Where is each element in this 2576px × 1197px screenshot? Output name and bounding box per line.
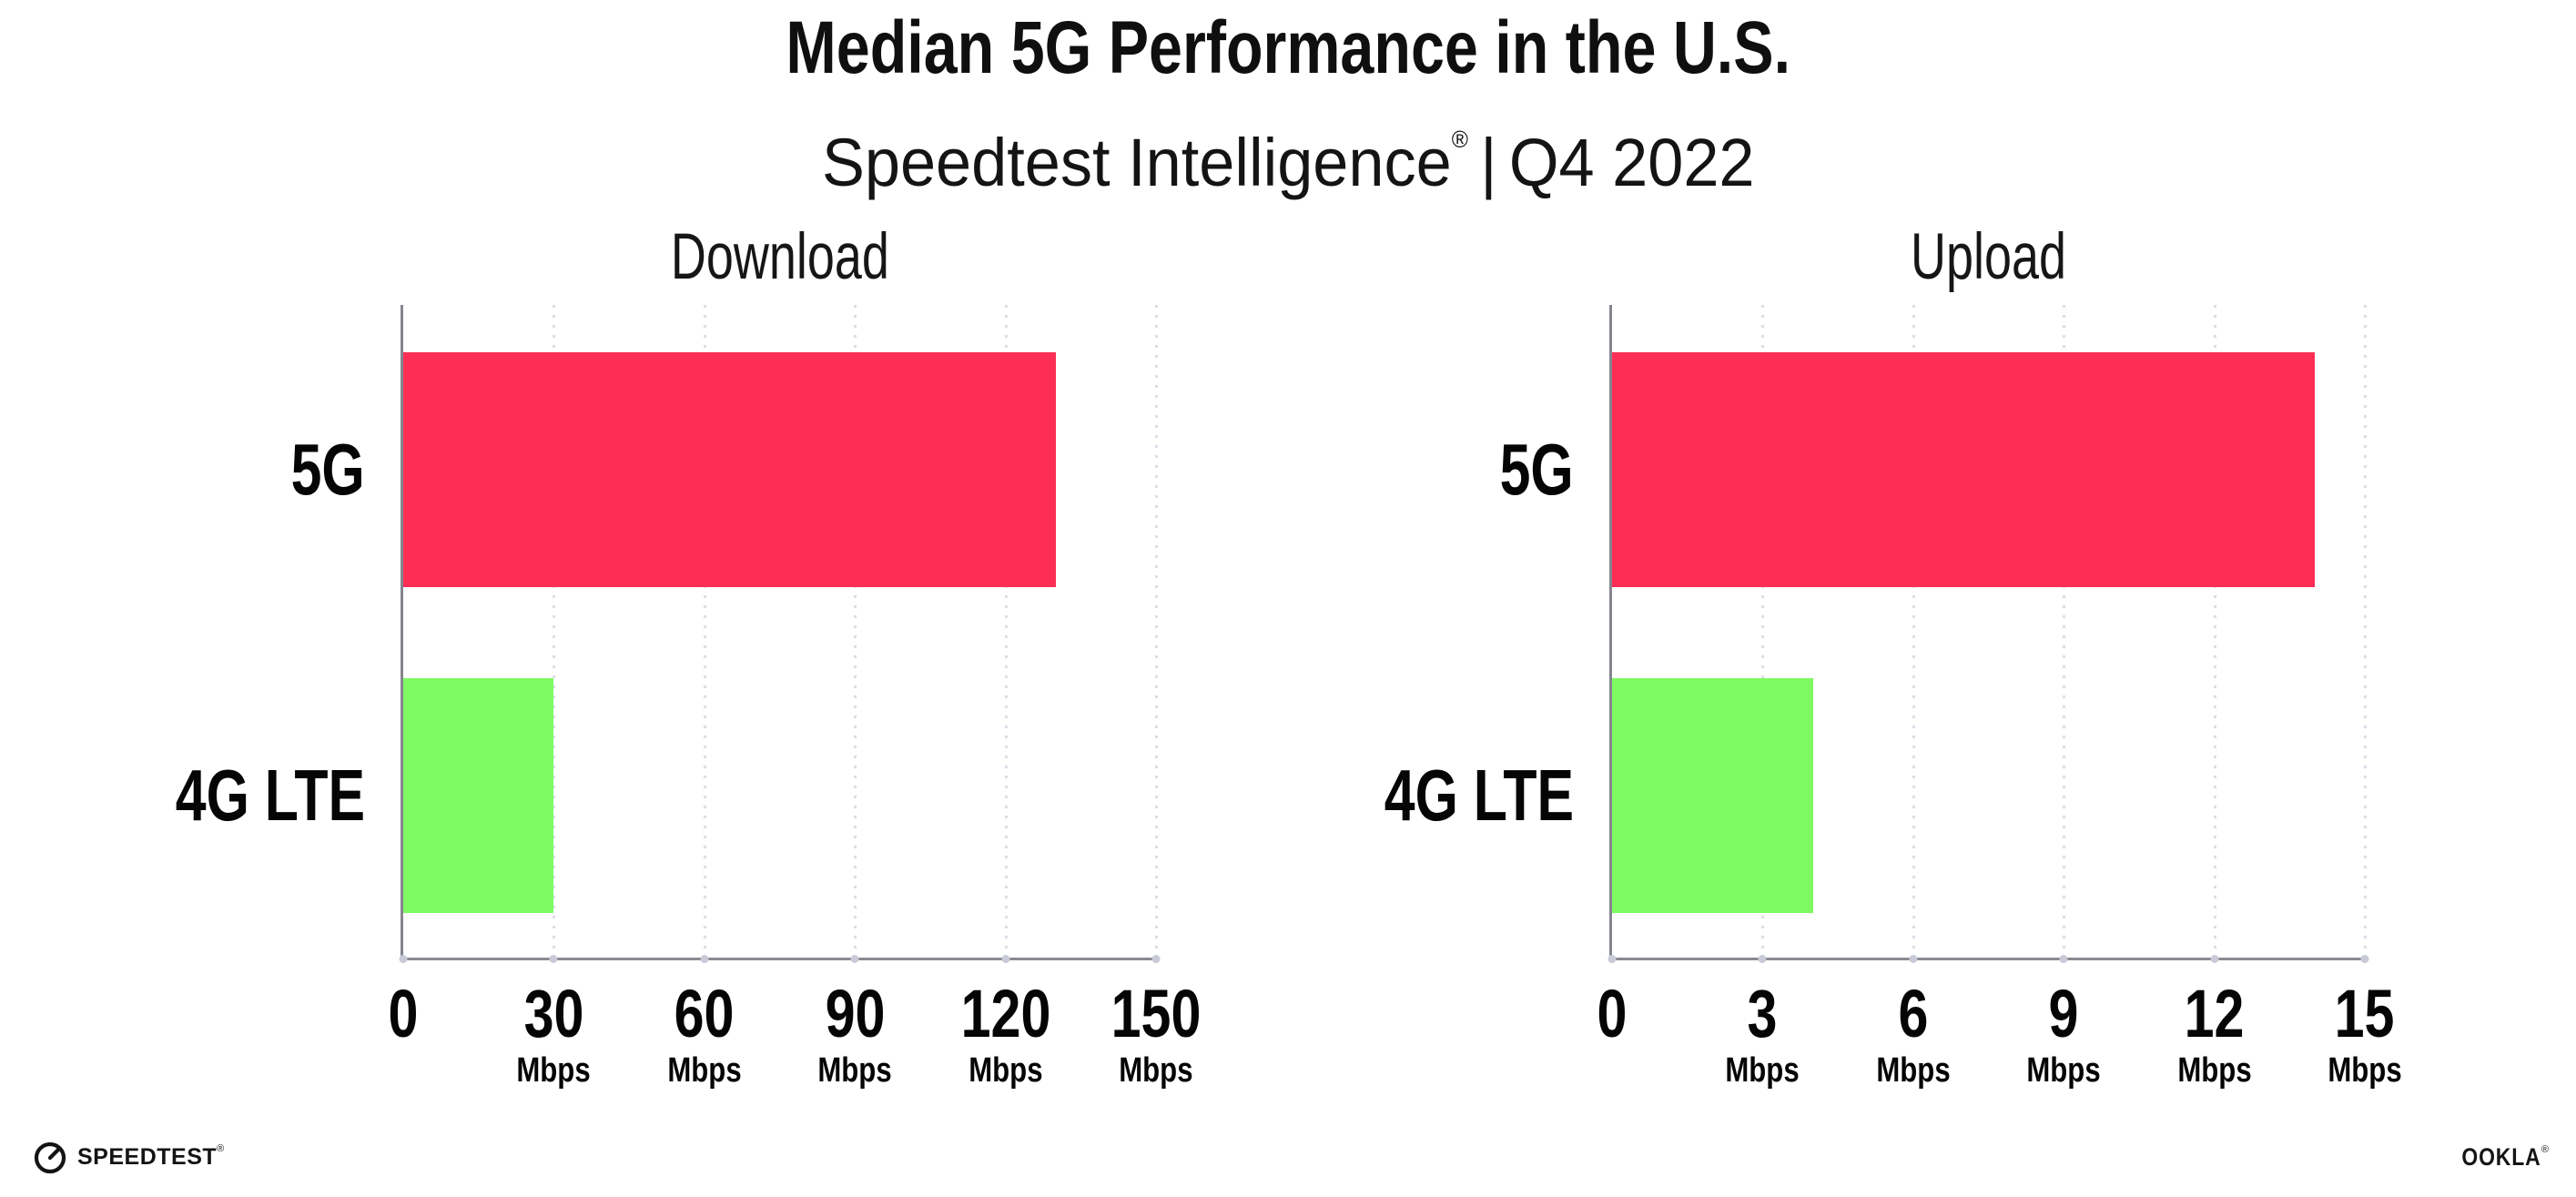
- bar-4g-lte: [1612, 678, 1813, 914]
- axis-tick-dot-120: [1001, 955, 1010, 963]
- upload-plot: 0 3 Mbps 6 Mbps 9 Mbps 12 Mbps 15 Mbps 5G 4G LTE: [1384, 305, 2402, 1090]
- x-tick-unit-90: Mbps: [817, 1051, 892, 1090]
- x-tick-3: 3 Mbps: [1718, 979, 1808, 1090]
- x-tick-unit-15: Mbps: [2328, 1051, 2402, 1090]
- page-subtitle: Speedtest Intelligence® | Q4 2022: [0, 102, 2576, 200]
- gridline-120: [1004, 305, 1008, 958]
- category-label-4g-lte: 4G LTE: [175, 755, 365, 837]
- x-tick-unit-9: Mbps: [2026, 1051, 2101, 1090]
- gridline-60: [703, 305, 706, 958]
- x-tick-unit-150: Mbps: [1119, 1051, 1193, 1090]
- category-label-5g: 5G: [290, 429, 365, 511]
- axis-tick-dot-6: [1909, 955, 1918, 963]
- download-chart-title: Download: [670, 221, 889, 293]
- category-label-4g-lte: 4G LTE: [1384, 755, 1574, 837]
- ookla-registered-icon: ®: [2541, 1144, 2549, 1155]
- x-tick-value-9: 9: [2048, 976, 2079, 1051]
- gridline-12: [2213, 305, 2216, 958]
- x-tick-unit-6: Mbps: [1876, 1051, 1951, 1090]
- gridline-9: [2063, 305, 2066, 958]
- x-tick-9: 9 Mbps: [2019, 979, 2109, 1090]
- x-tick-value-3: 3: [1747, 976, 1778, 1051]
- x-tick-unit-12: Mbps: [2176, 1051, 2252, 1090]
- gridline-90: [854, 305, 857, 958]
- page-title: Median 5G Performance in the U.S.: [0, 9, 2576, 87]
- gridline-30: [553, 305, 556, 958]
- x-tick-0: 0: [384, 979, 421, 1049]
- axis-tick-dot-60: [700, 955, 709, 963]
- page-title-text: Median 5G Performance in the U.S.: [786, 6, 1790, 89]
- speedtest-trademark-icon: ®: [217, 1143, 225, 1154]
- x-tick-value-30: 30: [523, 976, 584, 1051]
- axis-tick-dot-30: [549, 955, 558, 963]
- x-tick-value-12: 12: [2184, 976, 2245, 1051]
- axis-tick-dot-90: [850, 955, 859, 963]
- subtitle-period: Q4 2022: [1508, 125, 1755, 200]
- gridline-3: [1761, 305, 1765, 958]
- x-tick-value-60: 60: [674, 976, 735, 1051]
- speedtest-gauge-icon: [34, 1141, 66, 1174]
- x-tick-150: 150 Mbps: [1100, 979, 1212, 1090]
- x-tick-unit-120: Mbps: [968, 1051, 1043, 1090]
- x-tick-value-0: 0: [1597, 976, 1628, 1051]
- x-tick-60: 60 Mbps: [659, 979, 749, 1090]
- x-tick-30: 30 Mbps: [509, 979, 599, 1090]
- x-tick-value-90: 90: [825, 976, 886, 1051]
- speedtest-logo: SPEEDTEST®: [32, 1139, 224, 1175]
- bar-5g: [403, 351, 1056, 588]
- x-tick-unit-3: Mbps: [1725, 1051, 1800, 1090]
- x-tick-120: 120 Mbps: [949, 979, 1061, 1090]
- ookla-wordmark: OOKLA: [2461, 1143, 2541, 1171]
- axis-tick-dot-0: [1607, 955, 1617, 963]
- gridline-6: [1912, 305, 1915, 958]
- axis-tick-dot-0: [399, 955, 408, 963]
- download-plot: 0 30 Mbps 60 Mbps 90 Mbps 120 Mbps 150 Mbps 5G 4G LT…: [176, 305, 1201, 1090]
- upload-chart-title: Upload: [1911, 221, 2066, 293]
- speedtest-wordmark: SPEEDTEST: [77, 1144, 218, 1170]
- upload-x-axis: [1609, 958, 2365, 960]
- x-tick-12: 12 Mbps: [2169, 979, 2259, 1090]
- axis-tick-dot-3: [1758, 955, 1767, 963]
- x-tick-unit-60: Mbps: [667, 1051, 742, 1090]
- x-tick-90: 90 Mbps: [810, 979, 900, 1090]
- x-tick-unit-30: Mbps: [516, 1051, 592, 1090]
- x-tick-6: 6 Mbps: [1868, 979, 1958, 1090]
- gridline-15: [2364, 305, 2367, 958]
- subtitle-brand: Speedtest Intelligence: [821, 125, 1452, 200]
- ookla-logo: OOKLA®: [2448, 1143, 2549, 1172]
- gridline-150: [1155, 305, 1158, 958]
- x-tick-15: 15 Mbps: [2319, 979, 2409, 1090]
- bar-4g-lte: [403, 678, 554, 914]
- download-x-axis: [401, 958, 1156, 960]
- axis-tick-dot-9: [2059, 955, 2068, 963]
- registered-trademark-icon: ®: [1451, 126, 1468, 153]
- axis-tick-dot-12: [2210, 955, 2219, 963]
- axis-tick-dot-150: [1151, 955, 1161, 963]
- x-tick-value-15: 15: [2335, 976, 2395, 1051]
- x-tick-value-120: 120: [960, 976, 1050, 1051]
- x-tick-value-0: 0: [388, 976, 419, 1051]
- category-label-5g: 5G: [1499, 429, 1574, 511]
- axis-tick-dot-15: [2360, 955, 2369, 963]
- x-tick-0: 0: [1593, 979, 1630, 1049]
- download-y-axis: [401, 305, 403, 960]
- bar-5g: [1612, 351, 2315, 588]
- x-tick-value-150: 150: [1111, 976, 1202, 1051]
- subtitle-separator: |: [1480, 125, 1497, 200]
- x-tick-value-6: 6: [1898, 976, 1929, 1051]
- upload-y-axis: [1609, 305, 1612, 960]
